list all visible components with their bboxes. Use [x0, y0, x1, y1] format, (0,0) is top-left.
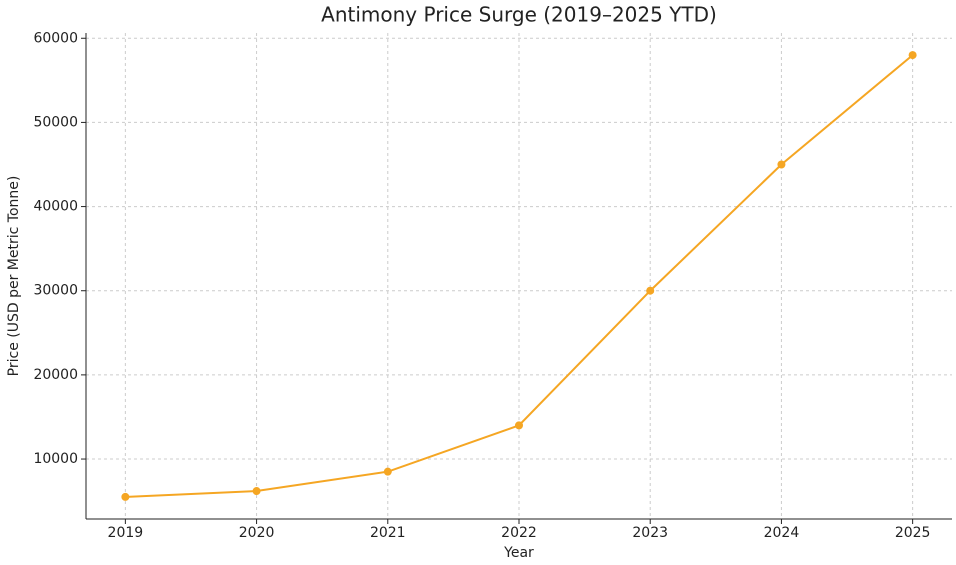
y-tick-label: 10000: [33, 451, 78, 467]
data-point: [252, 487, 261, 496]
data-point: [908, 51, 917, 60]
data-point: [646, 286, 655, 295]
y-tick-label: 40000: [33, 199, 78, 215]
y-tick-label: 30000: [33, 283, 78, 299]
data-point: [777, 160, 786, 169]
data-point: [515, 421, 523, 430]
x-tick-label: 2024: [764, 525, 800, 541]
data-point: [121, 492, 130, 501]
y-tick-label: 50000: [33, 114, 78, 130]
x-tick-label: 2021: [370, 525, 406, 541]
x-tick-label: 2020: [239, 525, 275, 541]
x-tick-label: 2022: [501, 525, 537, 541]
y-axis-label: Price (USD per Metric Tonne): [6, 176, 22, 377]
x-axis-label: Year: [503, 545, 534, 561]
x-tick-label: 2019: [108, 525, 144, 541]
y-tick-label: 20000: [33, 367, 78, 383]
data-point: [383, 467, 392, 476]
y-tick-label: 60000: [33, 30, 78, 46]
x-tick-label: 2025: [895, 525, 931, 541]
chart-title: Antimony Price Surge (2019–2025 YTD): [321, 3, 717, 27]
x-tick-label: 2023: [632, 525, 668, 541]
